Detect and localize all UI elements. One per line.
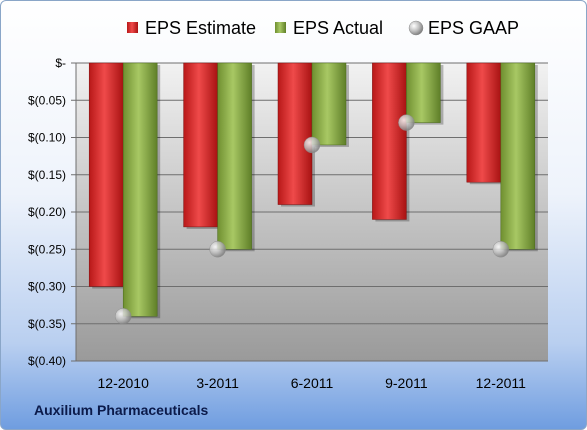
legend-swatch	[275, 22, 286, 33]
y-tick-label: $(0.40)	[28, 354, 66, 368]
legend-label: EPS Estimate	[145, 18, 256, 38]
legend-swatch	[408, 20, 424, 36]
y-tick-label: $(0.30)	[28, 280, 66, 294]
bar-eps-actual	[406, 62, 441, 123]
y-tick-label: $(0.25)	[28, 242, 66, 256]
bar-eps-estimate	[277, 62, 313, 205]
x-tick-label: 12-2011	[476, 375, 527, 391]
bar-eps-actual	[311, 62, 347, 146]
point-eps-gaap	[209, 241, 226, 258]
legend-label: EPS GAAP	[428, 18, 519, 38]
company-name: Auxilium Pharmaceuticals	[34, 402, 209, 418]
bar-eps-estimate	[88, 62, 124, 287]
bar-eps-actual	[122, 62, 158, 317]
bar-eps-estimate	[372, 62, 407, 220]
legend-eps-gaap: EPS GAAP	[408, 18, 519, 38]
legend-label: EPS Actual	[293, 18, 383, 38]
legend-swatch	[127, 22, 138, 33]
y-tick-label: $(0.20)	[28, 205, 66, 219]
point-eps-gaap	[398, 114, 415, 131]
point-eps-gaap	[303, 136, 321, 154]
x-tick-label: 6-2011	[291, 375, 334, 391]
y-tick-label: $(0.10)	[28, 131, 66, 145]
bar-eps-actual	[217, 62, 252, 250]
x-tick-label: 9-2011	[385, 375, 428, 391]
bar-eps-estimate	[466, 62, 502, 183]
x-tick-label: 3-2011	[196, 375, 239, 391]
point-eps-gaap	[114, 308, 132, 325]
x-tick-label: 12-2010	[98, 375, 150, 391]
y-tick-label: $-	[55, 56, 66, 70]
bar-eps-estimate	[183, 62, 218, 228]
y-tick-label: $(0.15)	[28, 168, 66, 182]
bar-eps-actual	[500, 62, 536, 250]
y-tick-label: $(0.35)	[28, 317, 66, 331]
y-tick-label: $(0.05)	[28, 93, 66, 107]
legend-eps-estimate: EPS Estimate	[127, 18, 256, 38]
legend-eps-actual: EPS Actual	[275, 18, 383, 38]
point-eps-gaap	[492, 241, 510, 258]
